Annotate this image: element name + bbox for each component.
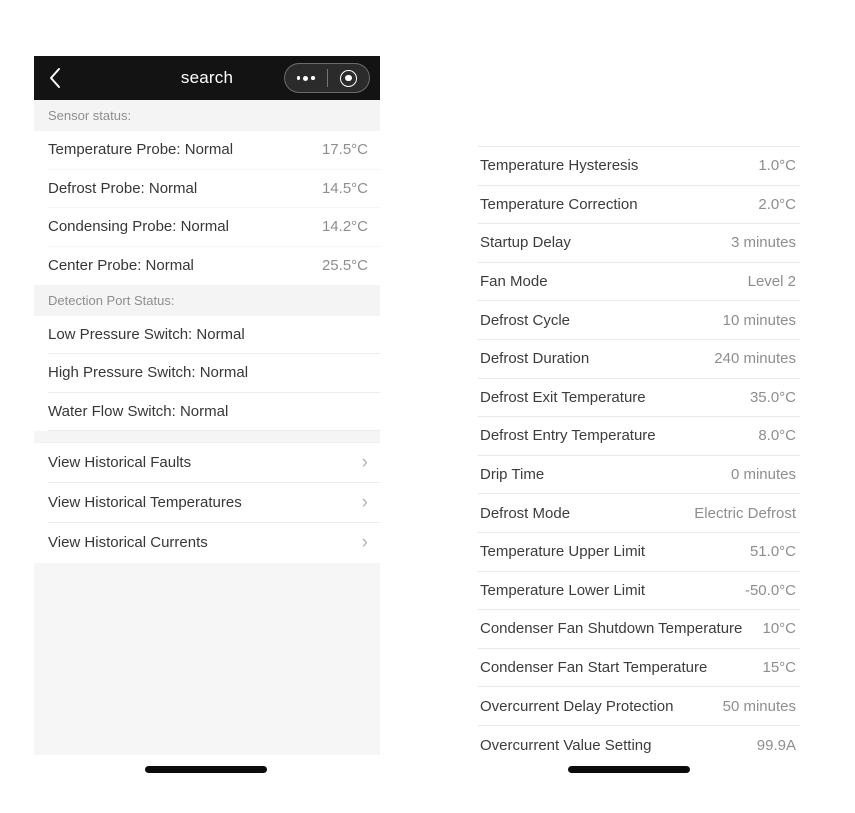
switch-label: Low Pressure Switch: Normal	[48, 326, 245, 344]
setting-value: 99.9A	[756, 736, 796, 754]
setting-row[interactable]: Defrost Entry Temperature 8.0°C	[478, 417, 800, 456]
setting-row[interactable]: Drip Time 0 minutes	[478, 456, 800, 495]
history-nav-item[interactable]: View Historical Faults ›	[48, 443, 380, 483]
setting-label: Defrost Entry Temperature	[480, 427, 656, 445]
chevron-right-icon: ›	[361, 532, 368, 554]
setting-value: Level 2	[747, 273, 796, 291]
status-screen: search Sensor status: Temperature Probe:…	[34, 56, 380, 755]
setting-value: 8.0°C	[758, 427, 796, 445]
sensor-label: Center Probe: Normal	[48, 257, 194, 275]
setting-row[interactable]: Temperature Lower Limit -50.0°C	[478, 572, 800, 611]
history-nav-label: View Historical Currents	[48, 534, 208, 552]
setting-label: Overcurrent Value Setting	[480, 736, 652, 754]
setting-label: Temperature Lower Limit	[480, 581, 646, 599]
sensor-label: Temperature Probe: Normal	[48, 141, 234, 159]
setting-label: Temperature Correction	[480, 195, 638, 213]
setting-label: Temperature Hysteresis	[480, 157, 639, 175]
setting-value: 10°C	[762, 620, 796, 638]
exit-capsule-button[interactable]	[328, 64, 370, 92]
setting-label: Fan Mode	[480, 273, 548, 291]
setting-value: 10 minutes	[722, 311, 796, 329]
settings-screen: Temperature Hysteresis 1.0°C Temperature…	[478, 146, 800, 765]
setting-label: Overcurrent Delay Protection	[480, 697, 674, 715]
sensor-value: 17.5°C	[321, 141, 368, 159]
detection-port-list: Low Pressure Switch: Normal High Pressur…	[34, 316, 380, 431]
sensor-status-row: Defrost Probe: Normal 14.5°C	[48, 170, 380, 208]
setting-row[interactable]: Overcurrent Value Setting 99.9A	[478, 726, 800, 765]
setting-value: 2.0°C	[758, 195, 796, 213]
setting-value: 50 minutes	[722, 697, 796, 715]
history-nav-label: View Historical Temperatures	[48, 493, 242, 511]
chevron-right-icon: ›	[361, 491, 368, 513]
section-header-detection-port: Detection Port Status:	[34, 285, 380, 316]
settings-list: Temperature Hysteresis 1.0°C Temperature…	[478, 146, 800, 765]
setting-row[interactable]: Overcurrent Delay Protection 50 minutes	[478, 687, 800, 726]
setting-value: 15°C	[762, 659, 796, 677]
switch-status-row: High Pressure Switch: Normal	[48, 354, 380, 393]
setting-row[interactable]: Condenser Fan Shutdown Temperature 10°C	[478, 610, 800, 649]
setting-value: 35.0°C	[749, 388, 796, 406]
setting-label: Temperature Upper Limit	[480, 543, 646, 561]
switch-label: Water Flow Switch: Normal	[48, 402, 229, 420]
setting-label: Condenser Fan Start Temperature	[480, 659, 708, 677]
sensor-value: 14.2°C	[321, 218, 368, 236]
setting-row[interactable]: Temperature Hysteresis 1.0°C	[478, 147, 800, 186]
setting-value: 1.0°C	[758, 157, 796, 175]
setting-row[interactable]: Defrost Mode Electric Defrost	[478, 494, 800, 533]
more-menu-button[interactable]	[285, 64, 327, 92]
setting-value: 0 minutes	[730, 466, 796, 484]
setting-label: Condenser Fan Shutdown Temperature	[480, 620, 743, 638]
history-nav-list: View Historical Faults › View Historical…	[34, 443, 380, 563]
setting-label: Defrost Cycle	[480, 311, 571, 329]
switch-status-row: Water Flow Switch: Normal	[48, 393, 380, 431]
setting-row[interactable]: Temperature Upper Limit 51.0°C	[478, 533, 800, 572]
empty-area	[34, 562, 380, 755]
sensor-value: 25.5°C	[321, 257, 368, 275]
setting-row[interactable]: Defrost Cycle 10 minutes	[478, 301, 800, 340]
setting-row[interactable]: Defrost Exit Temperature 35.0°C	[478, 379, 800, 418]
history-nav-item[interactable]: View Historical Currents ›	[48, 523, 380, 563]
setting-row[interactable]: Fan Mode Level 2	[478, 263, 800, 302]
chevron-right-icon: ›	[361, 451, 368, 473]
back-button[interactable]	[48, 64, 72, 92]
setting-label: Startup Delay	[480, 234, 571, 252]
home-indicator-left[interactable]	[145, 766, 267, 773]
history-nav-label: View Historical Faults	[48, 453, 192, 471]
setting-value: 240 minutes	[714, 350, 796, 368]
setting-row[interactable]: Condenser Fan Start Temperature 15°C	[478, 649, 800, 688]
sensor-value: 14.5°C	[321, 179, 368, 197]
setting-row[interactable]: Startup Delay 3 minutes	[478, 224, 800, 263]
sensor-status-row: Condensing Probe: Normal 14.2°C	[48, 208, 380, 247]
setting-value: 3 minutes	[730, 234, 796, 252]
setting-row[interactable]: Temperature Correction 2.0°C	[478, 186, 800, 225]
history-nav-item[interactable]: View Historical Temperatures ›	[48, 483, 380, 523]
switch-status-row: Low Pressure Switch: Normal	[48, 316, 380, 355]
capsule-divider	[326, 69, 328, 87]
mini-program-navbar: search	[34, 56, 380, 100]
group-divider	[34, 430, 380, 443]
section-header-sensor-status: Sensor status:	[34, 100, 380, 131]
sensor-status-row: Center Probe: Normal 25.5°C	[48, 247, 380, 286]
switch-label: High Pressure Switch: Normal	[48, 364, 249, 382]
setting-label: Defrost Duration	[480, 350, 590, 368]
setting-value: -50.0°C	[744, 581, 796, 599]
setting-label: Defrost Exit Temperature	[480, 388, 646, 406]
chevron-left-icon	[50, 68, 60, 88]
capsule-menu	[284, 63, 370, 93]
sensor-label: Condensing Probe: Normal	[48, 218, 229, 236]
record-circle-icon	[339, 69, 357, 87]
setting-value: Electric Defrost	[694, 504, 796, 522]
home-indicator-right[interactable]	[568, 766, 690, 773]
setting-row[interactable]: Defrost Duration 240 minutes	[478, 340, 800, 379]
sensor-status-list: Temperature Probe: Normal 17.5°C Defrost…	[34, 131, 380, 285]
ellipsis-icon	[296, 75, 315, 81]
setting-label: Defrost Mode	[480, 504, 571, 522]
setting-label: Drip Time	[480, 466, 545, 484]
setting-value: 51.0°C	[749, 543, 796, 561]
sensor-status-row: Temperature Probe: Normal 17.5°C	[48, 131, 380, 170]
sensor-label: Defrost Probe: Normal	[48, 179, 198, 197]
